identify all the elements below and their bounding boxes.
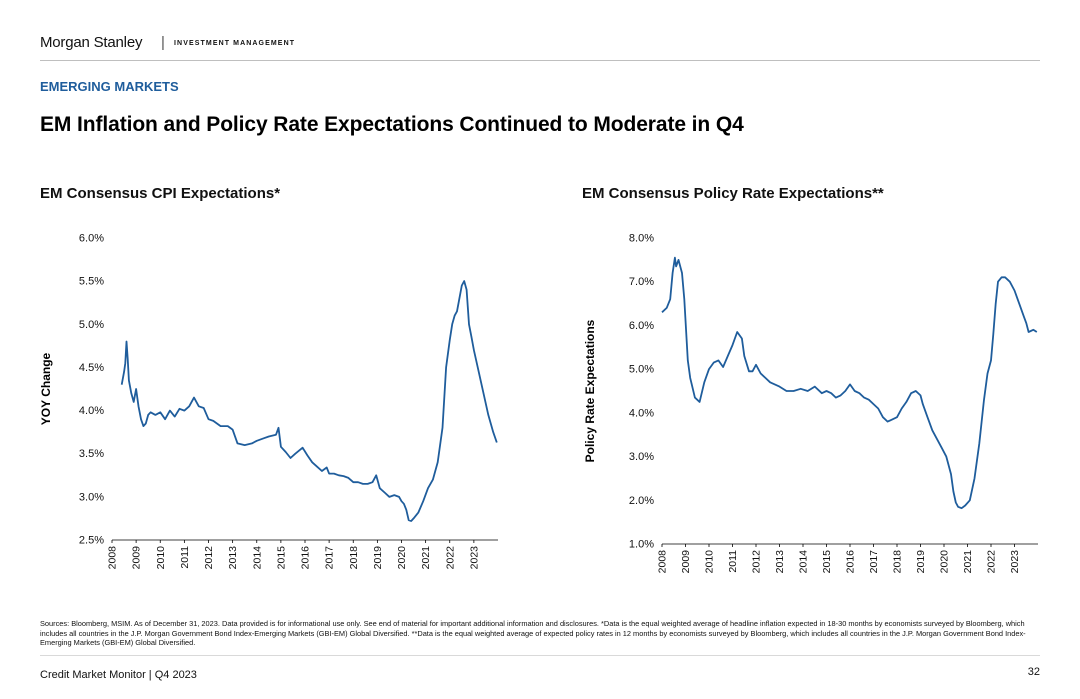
page-title: EM Inflation and Policy Rate Expectation… bbox=[40, 113, 744, 136]
x-tick-label: 2013 bbox=[774, 550, 786, 574]
y-tick-label: 2.5% bbox=[79, 535, 104, 547]
x-tick-label: 2015 bbox=[275, 546, 287, 570]
x-tick-label: 2019 bbox=[372, 546, 384, 570]
x-tick-label: 2014 bbox=[251, 546, 263, 570]
x-tick-label: 2020 bbox=[939, 550, 951, 574]
cpi-expectations-chart: 2.5% 3.0% 3.5% 4.0% 4.5% 5.0% 5.5% 6.0% 2008 2009… bbox=[39, 233, 498, 570]
cpi-chart-title: EM Consensus CPI Expectations* bbox=[40, 185, 281, 202]
x-tick-label: 2017 bbox=[324, 546, 336, 570]
y-tick-label: 2.0% bbox=[629, 495, 654, 507]
y-tick-label: 6.0% bbox=[79, 233, 104, 245]
section-label: EMERGING MARKETS bbox=[40, 79, 179, 94]
y-tick-label: 1.0% bbox=[629, 539, 654, 551]
y-tick-label: 3.5% bbox=[79, 448, 104, 460]
y-tick-label: 8.0% bbox=[629, 233, 654, 245]
series-line bbox=[120, 280, 498, 522]
x-tick-label: 2017 bbox=[868, 550, 880, 574]
y-tick-label: 7.0% bbox=[629, 276, 654, 288]
sources-footnote: Sources: Bloomberg, MSIM. As of December… bbox=[40, 619, 1026, 648]
y-tick-label: 4.0% bbox=[629, 407, 654, 419]
x-tick-label: 2020 bbox=[396, 546, 408, 570]
x-tick-label: 2009 bbox=[680, 550, 692, 574]
x-tick-label: 2011 bbox=[179, 546, 191, 569]
y-axis-title: YOY Change bbox=[39, 352, 53, 425]
page-header: Morgan Stanley | INVESTMENT MANAGEMENT bbox=[40, 34, 1040, 61]
page-number: 32 bbox=[1027, 666, 1040, 678]
y-tick-label: 3.0% bbox=[629, 451, 654, 463]
x-tick-label: 2018 bbox=[892, 550, 904, 574]
x-tick-label: 2022 bbox=[986, 550, 998, 574]
y-tick-label: 3.0% bbox=[79, 491, 104, 503]
x-tick-label: 2008 bbox=[657, 550, 669, 574]
x-tick-label: 2023 bbox=[1009, 550, 1021, 574]
x-tick-label: 2014 bbox=[798, 550, 810, 574]
x-tick-label: 2010 bbox=[704, 550, 716, 574]
y-axis-title: Policy Rate Expectations bbox=[583, 319, 597, 462]
x-tick-label: 2008 bbox=[107, 546, 119, 570]
y-tick-label: 4.0% bbox=[79, 405, 104, 417]
series-line bbox=[661, 256, 1038, 510]
brand-logo: Morgan Stanley bbox=[40, 34, 143, 51]
y-tick-label: 5.0% bbox=[629, 364, 654, 376]
x-tick-label: 2012 bbox=[203, 546, 215, 570]
x-tick-label: 2016 bbox=[845, 550, 857, 574]
x-tick-label: 2016 bbox=[300, 546, 312, 570]
y-tick-label: 5.5% bbox=[79, 276, 104, 288]
brand-separator: | bbox=[161, 34, 165, 51]
x-tick-label: 2021 bbox=[962, 550, 974, 574]
x-tick-label: 2009 bbox=[131, 546, 143, 570]
y-tick-label: 4.5% bbox=[79, 362, 104, 374]
x-tick-label: 2011 bbox=[727, 550, 739, 573]
x-tick-label: 2013 bbox=[227, 546, 239, 570]
footer-publication: Credit Market Monitor | Q4 2023 bbox=[40, 669, 197, 681]
x-tick-label: 2012 bbox=[751, 550, 763, 574]
y-tick-label: 6.0% bbox=[629, 320, 654, 332]
footer-divider bbox=[40, 655, 1040, 656]
policy-chart-title: EM Consensus Policy Rate Expectations** bbox=[582, 185, 884, 202]
policy-rate-expectations-chart: 1.0% 2.0% 3.0% 4.0% 5.0% 6.0% 7.0% 8.0% 2008 2009… bbox=[583, 233, 1038, 574]
x-tick-label: 2018 bbox=[348, 546, 360, 570]
y-tick-label: 5.0% bbox=[79, 319, 104, 331]
x-tick-label: 2015 bbox=[821, 550, 833, 574]
brand-division: INVESTMENT MANAGEMENT bbox=[174, 40, 296, 47]
x-tick-label: 2023 bbox=[468, 546, 480, 570]
x-tick-label: 2022 bbox=[444, 546, 456, 570]
x-tick-label: 2019 bbox=[915, 550, 927, 574]
x-tick-label: 2021 bbox=[420, 546, 432, 570]
x-tick-label: 2010 bbox=[155, 546, 167, 570]
